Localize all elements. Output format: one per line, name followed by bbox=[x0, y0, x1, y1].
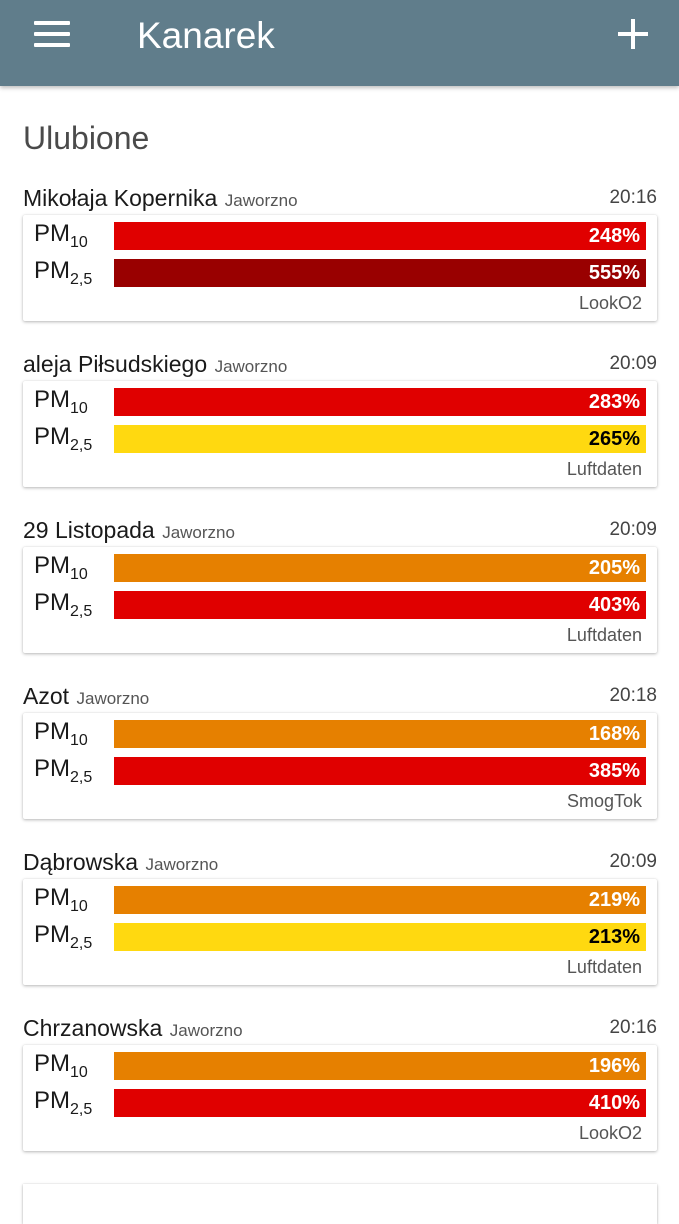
pm25-row: PM2,5 385% bbox=[23, 755, 657, 787]
pm10-bar: 219% bbox=[114, 886, 646, 914]
station-name: Mikołaja Kopernika bbox=[23, 185, 218, 211]
pm10-row: PM10 248% bbox=[23, 220, 657, 252]
pm10-label: PM10 bbox=[34, 386, 88, 417]
station-time: 20:16 bbox=[609, 1017, 657, 1038]
app-bar: Kanarek bbox=[0, 0, 679, 86]
pm25-value: 410% bbox=[588, 1092, 640, 1114]
station-header: Mikołaja Kopernika Jaworzno 20:16 bbox=[23, 183, 657, 213]
station-name: Azot bbox=[23, 683, 70, 709]
station-name: Chrzanowska bbox=[23, 1015, 163, 1041]
station-time: 20:16 bbox=[609, 187, 657, 208]
pm10-label: PM10 bbox=[34, 718, 88, 749]
pm10-value: 205% bbox=[588, 557, 640, 579]
pm10-bar: 168% bbox=[114, 720, 646, 748]
pm10-value: 248% bbox=[588, 225, 640, 247]
pm25-label: PM2,5 bbox=[34, 423, 93, 454]
station-card[interactable]: PM10 196% PM2,5 410% LookO2 bbox=[23, 1045, 657, 1151]
pm10-row: PM10 205% bbox=[23, 552, 657, 584]
pm10-row: PM10 219% bbox=[23, 884, 657, 916]
data-source: Luftdaten bbox=[566, 625, 642, 645]
pm25-row: PM2,5 265% bbox=[23, 423, 657, 455]
plus-icon[interactable] bbox=[618, 19, 648, 49]
station-card[interactable]: PM10 248% PM2,5 555% LookO2 bbox=[23, 215, 657, 321]
station-city: Jaworzno bbox=[214, 357, 288, 376]
pm10-value: 196% bbox=[588, 1055, 640, 1077]
pm25-value: 403% bbox=[588, 594, 640, 616]
app-title: Kanarek bbox=[137, 15, 275, 56]
station-time: 20:09 bbox=[609, 519, 657, 540]
pm25-value: 265% bbox=[588, 428, 640, 450]
station-header: Azot Jaworzno 20:18 bbox=[23, 681, 657, 711]
pm25-label: PM2,5 bbox=[34, 921, 93, 952]
station-card[interactable]: PM10 283% PM2,5 265% Luftdaten bbox=[23, 381, 657, 487]
data-source: LookO2 bbox=[578, 1123, 642, 1143]
menu-icon[interactable] bbox=[34, 21, 72, 47]
data-source: Luftdaten bbox=[566, 957, 642, 977]
pm25-label: PM2,5 bbox=[34, 1087, 93, 1118]
station-city: Jaworzno bbox=[169, 1021, 243, 1040]
pm10-bar: 196% bbox=[114, 1052, 646, 1080]
pm25-row: PM2,5 555% bbox=[23, 257, 657, 289]
pm10-value: 168% bbox=[588, 723, 640, 745]
pm25-row: PM2,5 213% bbox=[23, 921, 657, 953]
station-city: Jaworzno bbox=[76, 689, 150, 708]
station-header: aleja Piłsudskiego Jaworzno 20:09 bbox=[23, 349, 657, 379]
pm25-bar: 385% bbox=[114, 757, 646, 785]
pm25-row: PM2,5 403% bbox=[23, 589, 657, 621]
station-card[interactable]: PM10 219% PM2,5 213% Luftdaten bbox=[23, 879, 657, 985]
pm10-row: PM10 168% bbox=[23, 718, 657, 750]
station-time: 20:09 bbox=[609, 851, 657, 872]
pm10-value: 283% bbox=[588, 391, 640, 413]
pm10-label: PM10 bbox=[34, 884, 88, 915]
station-name: aleja Piłsudskiego bbox=[23, 351, 208, 377]
station-card-partial[interactable] bbox=[23, 1184, 657, 1224]
pm25-value: 385% bbox=[588, 760, 640, 782]
station-name: 29 Listopada bbox=[23, 517, 155, 543]
station-time: 20:09 bbox=[609, 353, 657, 374]
pm25-label: PM2,5 bbox=[34, 589, 93, 620]
pm25-value: 555% bbox=[588, 262, 640, 284]
pm25-bar: 213% bbox=[114, 923, 646, 951]
pm10-bar: 283% bbox=[114, 388, 646, 416]
pm25-label: PM2,5 bbox=[34, 755, 93, 786]
pm10-value: 219% bbox=[588, 889, 640, 911]
pm10-label: PM10 bbox=[34, 552, 88, 583]
section-title: Ulubione bbox=[23, 120, 150, 156]
pm25-bar: 555% bbox=[114, 259, 646, 287]
pm25-row: PM2,5 410% bbox=[23, 1087, 657, 1119]
pm10-label: PM10 bbox=[34, 1050, 88, 1081]
data-source: Luftdaten bbox=[566, 459, 642, 479]
pm25-bar: 410% bbox=[114, 1089, 646, 1117]
pm10-bar: 205% bbox=[114, 554, 646, 582]
pm25-value: 213% bbox=[588, 926, 640, 948]
station-city: Jaworzno bbox=[162, 523, 235, 542]
pm10-row: PM10 283% bbox=[23, 386, 657, 418]
pm10-label: PM10 bbox=[34, 220, 88, 251]
station-city: Jaworzno bbox=[145, 855, 219, 874]
station-city: Jaworzno bbox=[224, 191, 298, 210]
station-name: Dąbrowska bbox=[23, 849, 139, 875]
station-time: 20:18 bbox=[609, 685, 657, 706]
pm25-bar: 403% bbox=[114, 591, 646, 619]
station-header: Dąbrowska Jaworzno 20:09 bbox=[23, 847, 657, 877]
station-header: Chrzanowska Jaworzno 20:16 bbox=[23, 1013, 657, 1043]
data-source: SmogTok bbox=[566, 791, 642, 811]
pm10-row: PM10 196% bbox=[23, 1050, 657, 1082]
data-source: LookO2 bbox=[578, 293, 642, 313]
pm25-bar: 265% bbox=[114, 425, 646, 453]
station-header: 29 Listopada Jaworzno 20:09 bbox=[23, 515, 657, 545]
station-card[interactable]: PM10 168% PM2,5 385% SmogTok bbox=[23, 713, 657, 819]
station-card[interactable]: PM10 205% PM2,5 403% Luftdaten bbox=[23, 547, 657, 653]
pm25-label: PM2,5 bbox=[34, 257, 93, 288]
pm10-bar: 248% bbox=[114, 222, 646, 250]
